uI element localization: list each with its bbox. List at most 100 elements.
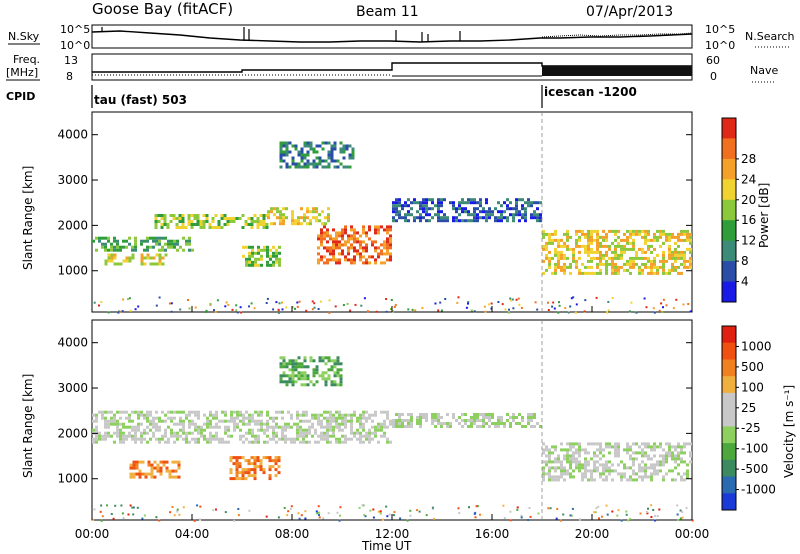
data-cell (422, 198, 425, 202)
data-cell (229, 456, 233, 460)
noise-cell (552, 301, 555, 304)
data-cell (262, 220, 266, 223)
data-cell (251, 263, 254, 267)
noise-cell (93, 508, 96, 511)
data-cell (299, 440, 302, 444)
data-cell (359, 416, 362, 420)
data-cell (473, 201, 476, 205)
data-cell (129, 472, 133, 476)
data-cell (173, 242, 176, 246)
noise-cell (281, 308, 284, 311)
data-cell (689, 232, 692, 236)
noise-cell (155, 516, 158, 519)
data-cell (233, 422, 236, 426)
data-cell (311, 425, 314, 429)
noise-cell (439, 301, 442, 304)
data-cell (683, 265, 686, 269)
noise-cell (199, 505, 202, 508)
data-cell (581, 472, 584, 476)
data-cell (551, 466, 554, 470)
data-cell (368, 237, 371, 241)
data-cell (503, 201, 506, 205)
data-cell (398, 413, 401, 416)
data-cell (338, 440, 341, 444)
data-cell (689, 265, 692, 269)
data-cell (686, 247, 689, 251)
data-cell (557, 475, 560, 479)
noise-cell (676, 504, 679, 507)
data-cell (398, 213, 401, 217)
noise-cell (537, 512, 540, 515)
data-cell (632, 256, 635, 260)
data-cell (188, 431, 191, 435)
noise-cell (570, 514, 573, 517)
data-cell (674, 265, 677, 269)
data-cell (274, 474, 278, 478)
noise-cell (385, 505, 388, 508)
data-cell (247, 459, 251, 463)
data-cell (191, 248, 194, 252)
data-cell (665, 442, 668, 446)
data-cell (620, 265, 623, 269)
data-cell (172, 214, 176, 217)
data-cell (196, 220, 200, 223)
data-cell (416, 419, 419, 422)
data-cell (524, 210, 527, 214)
data-cell (306, 383, 310, 387)
data-cell (587, 241, 590, 245)
data-cell (326, 437, 329, 441)
data-cell (211, 226, 215, 229)
data-cell (279, 380, 283, 384)
data-cell (644, 472, 647, 476)
data-cell (193, 217, 197, 220)
data-cell (572, 442, 575, 446)
data-cell (122, 425, 125, 429)
data-cell (150, 472, 154, 476)
data-cell (194, 425, 197, 429)
data-cell (296, 431, 299, 435)
data-cell (383, 261, 386, 265)
data-cell (500, 204, 503, 208)
data-cell (449, 425, 452, 428)
data-cell (584, 232, 587, 236)
data-cell (194, 440, 197, 444)
noise-cell (509, 519, 512, 522)
colorbar-tick-label: 25 (741, 401, 756, 415)
noise-cell (654, 514, 657, 517)
data-cell (324, 216, 327, 220)
noise-cell (377, 510, 380, 513)
data-cell (152, 419, 155, 423)
data-cell (288, 377, 292, 381)
data-cell (578, 268, 581, 272)
data-cell (659, 469, 662, 473)
data-cell (312, 216, 315, 220)
data-cell (359, 246, 362, 250)
data-cell (659, 235, 662, 239)
noise-cell (558, 301, 560, 304)
data-cell (557, 460, 560, 464)
data-cell (341, 234, 344, 238)
data-cell (279, 144, 283, 148)
data-cell (467, 425, 470, 428)
data-cell (190, 223, 194, 226)
data-cell (572, 451, 575, 455)
noise-cell (520, 516, 523, 519)
data-cell (344, 243, 347, 247)
data-cell (320, 431, 323, 435)
data-cell (608, 469, 611, 473)
data-cell (104, 437, 107, 441)
data-cell (602, 472, 605, 476)
noise-cell (634, 311, 637, 314)
data-cell (677, 454, 680, 458)
data-cell (146, 245, 149, 249)
data-cell (419, 204, 422, 208)
data-cell (160, 226, 164, 229)
data-cell (268, 477, 272, 481)
data-cell (253, 459, 257, 463)
data-cell (455, 207, 458, 211)
data-cell (353, 434, 356, 438)
data-cell (320, 413, 323, 417)
data-cell (653, 448, 656, 452)
data-cell (113, 262, 117, 266)
data-cell (176, 410, 179, 414)
